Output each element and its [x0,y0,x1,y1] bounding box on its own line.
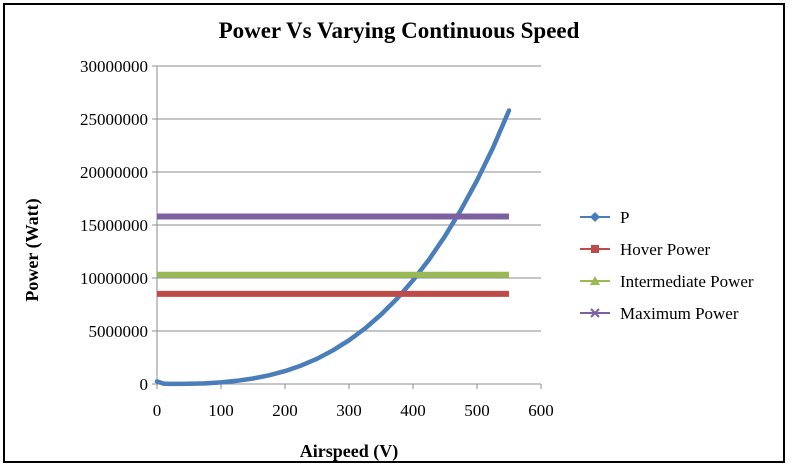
x-tick-labels: 0 100 200 300 400 500 600 [153,401,554,420]
x-tick-label: 0 [153,401,162,420]
legend-marker-intermediate-power [590,276,600,285]
y-tick-label: 10000000 [80,269,148,288]
gridlines [157,65,541,332]
y-axis-label: Power (Watt) [22,198,43,301]
x-tick-label: 200 [272,401,298,420]
x-tick-label: 100 [208,401,234,420]
y-tick-labels: 0 5000000 10000000 15000000 20000000 25000000… [80,57,148,394]
x-axis-label: Airspeed (V) [300,441,398,462]
y-tick-label: 25000000 [80,110,148,129]
chart-title: Power Vs Varying Continuous Speed [219,18,580,43]
y-tick-label: 30000000 [80,57,148,76]
y-tick-label: 0 [140,375,149,394]
legend-marker-maximum-power [590,308,600,318]
legend-marker-p [590,212,600,222]
x-tick-label: 300 [336,401,362,420]
series-line-p [154,108,512,387]
legend-label-hover-power: Hover Power [620,240,711,259]
legend-label-p: P [620,208,629,227]
legend: P Hover Power Intermediate Power Maximum Po… [580,208,754,323]
x-tick-label: 500 [464,401,490,420]
legend-marker-hover-power [591,245,599,253]
chart-frame [3,3,785,463]
y-tick-label: 15000000 [80,216,148,235]
y-tick-label: 5000000 [89,322,149,341]
series-group [154,108,512,387]
legend-label-intermediate-power: Intermediate Power [620,272,754,291]
y-tick-label: 20000000 [80,163,148,182]
x-tick-label: 600 [528,401,554,420]
x-tick-label: 400 [400,401,426,420]
axes [152,65,542,389]
legend-label-maximum-power: Maximum Power [620,304,739,323]
